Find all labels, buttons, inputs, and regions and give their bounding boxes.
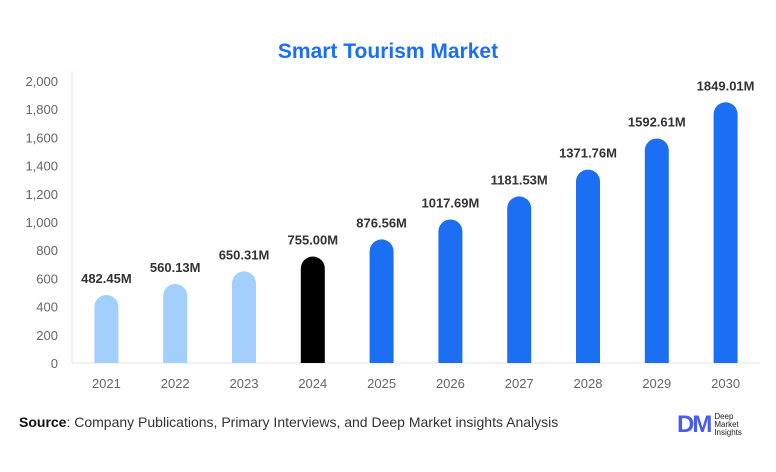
x-tick-label: 2026 <box>436 376 465 391</box>
source-label: Source <box>19 414 67 430</box>
y-tick-label: 1,800 <box>25 102 58 117</box>
logo-mark: DM <box>677 411 712 438</box>
source-text: : Company Publications, Primary Intervie… <box>66 414 559 430</box>
bar <box>369 239 394 363</box>
y-tick-label: 0 <box>51 356 58 371</box>
data-label: 1017.69M <box>421 196 479 211</box>
x-tick-label: 2022 <box>161 376 190 391</box>
data-label: 482.45M <box>81 271 132 286</box>
x-tick-label: 2030 <box>711 376 740 391</box>
bar <box>507 196 532 363</box>
logo: DM Deep Market Insights <box>677 411 742 439</box>
chart-title: Smart Tourism Market <box>277 40 499 63</box>
logo-line: Insights <box>714 428 742 437</box>
y-tick-label: 200 <box>36 328 58 343</box>
y-tick-label: 1,000 <box>25 215 58 230</box>
logo-line: Market <box>714 420 739 429</box>
x-tick-label: 2027 <box>505 376 534 391</box>
y-tick-label: 1,200 <box>25 187 58 202</box>
data-label: 650.31M <box>219 247 270 262</box>
bar <box>94 294 119 363</box>
source-note: Source: Company Publications, Primary In… <box>19 414 558 430</box>
bar <box>576 169 600 363</box>
y-tick-label: 800 <box>36 243 58 258</box>
data-label: 560.13M <box>150 260 201 275</box>
data-label: 1849.01M <box>697 78 755 93</box>
x-tick-label: 2029 <box>642 376 671 391</box>
bar <box>644 138 669 363</box>
bar <box>232 271 256 363</box>
bar <box>713 102 738 363</box>
y-tick-label: 1,600 <box>25 130 58 145</box>
data-label: 1592.61M <box>628 114 686 129</box>
x-tick-label: 2028 <box>574 376 603 391</box>
data-label: 876.56M <box>356 215 407 230</box>
x-tick-label: 2023 <box>230 376 259 391</box>
bar <box>163 284 188 363</box>
y-tick-label: 400 <box>36 300 58 315</box>
y-tick-label: 2,000 <box>25 74 58 89</box>
data-label: 1371.76M <box>559 146 617 161</box>
bar <box>438 219 463 363</box>
x-tick-label: 2021 <box>92 376 121 391</box>
bar <box>300 256 325 363</box>
data-label: 755.00M <box>288 233 339 248</box>
x-tick-label: 2025 <box>367 376 396 391</box>
y-tick-label: 1,400 <box>25 159 58 174</box>
data-label: 1181.53M <box>491 172 548 187</box>
logo-line: Deep <box>714 412 734 421</box>
x-tick-label: 2024 <box>298 376 327 391</box>
y-tick-label: 600 <box>36 271 58 286</box>
